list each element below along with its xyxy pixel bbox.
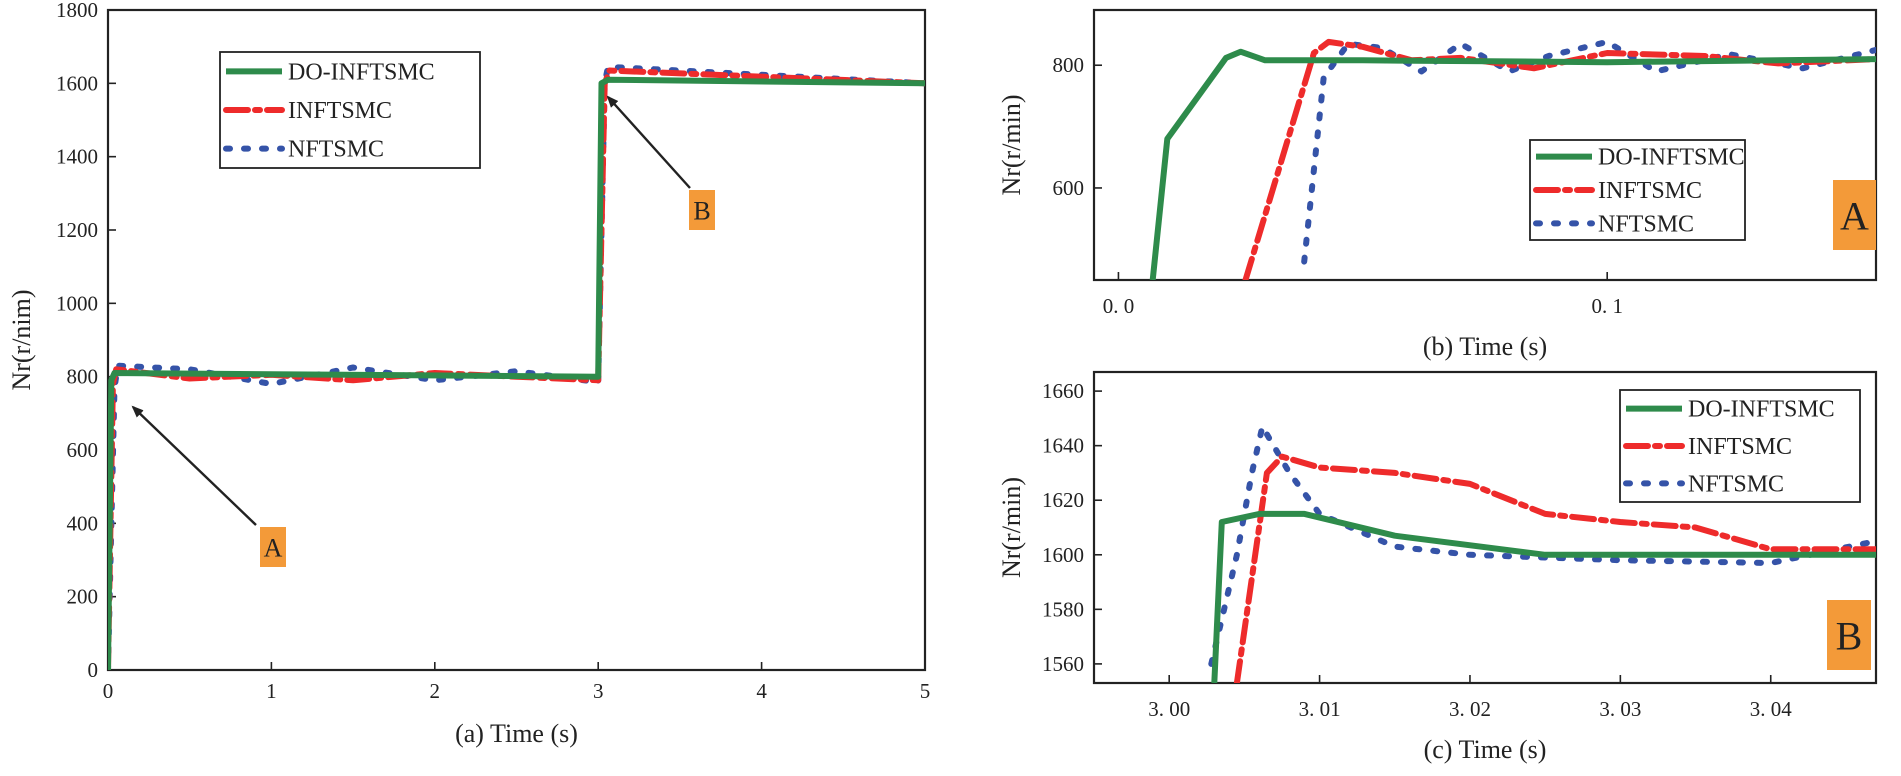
annotation-arrow: [606, 95, 691, 189]
series-line-do-inftsmc: [1211, 510, 1876, 683]
y-tick-label: 200: [67, 585, 99, 609]
x-axis-label: (b) Time (s): [1423, 332, 1547, 361]
y-tick-label: 800: [1053, 53, 1085, 77]
legend-label: DO-INFTSMC: [288, 59, 435, 85]
x-tick-label: 0. 0: [1103, 294, 1135, 318]
legend-label: NFTSMC: [288, 137, 384, 163]
y-tick-label: 1000: [56, 291, 98, 315]
legend-label: DO-INFTSMC: [1688, 397, 1835, 423]
y-tick-label: 1400: [56, 145, 98, 169]
x-tick-label: 0. 1: [1591, 294, 1623, 318]
chart-c: 1560 1580 1600 1620 1640 1660 3. 00 3. 01 3. 02 3…: [997, 370, 1878, 764]
y-tick-label: 1660: [1042, 379, 1084, 403]
legend-label: DO-INFTSMC: [1598, 145, 1745, 171]
y-tick-label: 1620: [1042, 488, 1084, 512]
x-tick-label: 2: [430, 679, 441, 703]
y-tick-label: 1560: [1042, 652, 1084, 676]
annotation-label: B: [1836, 613, 1863, 658]
x-tick-label: 3. 02: [1449, 697, 1491, 721]
x-tick-label: 3. 03: [1599, 697, 1641, 721]
legend-label: NFTSMC: [1598, 211, 1694, 237]
y-axis-label: Nr(r/min): [997, 477, 1026, 578]
annotation-box: [1827, 600, 1871, 670]
annotation-label: B: [693, 196, 710, 225]
series-line-nftsmc: [1208, 423, 1876, 667]
y-axis-label: Nr(r/min): [997, 94, 1026, 195]
x-axis-label: (c) Time (s): [1424, 735, 1547, 764]
y-axis-label: Nr(r/nim): [7, 289, 36, 390]
annotation-box: [260, 527, 286, 567]
annotation-label: A: [264, 533, 283, 562]
series-line-do-inftsmc: [108, 76, 925, 670]
plot-frame: [1092, 370, 1878, 685]
y-tick-label: 1200: [56, 218, 98, 242]
y-tick-label: 600: [1053, 176, 1085, 200]
y-tick-label: 1580: [1042, 597, 1084, 621]
y-tick-label: 800: [67, 365, 99, 389]
annotation-box: [1833, 180, 1876, 250]
y-tick-label: 1600: [1042, 543, 1084, 567]
x-tick-label: 4: [756, 679, 767, 703]
series-line-inftsmc: [1233, 453, 1876, 683]
annotation-arrow: [131, 405, 257, 526]
legend-label: INFTSMC: [1598, 178, 1702, 204]
x-tick-label: 3. 01: [1299, 697, 1341, 721]
y-tick-label: 1800: [56, 0, 98, 22]
y-tick-label: 400: [67, 511, 99, 535]
x-tick-label: 3. 04: [1750, 697, 1793, 721]
legend-label: INFTSMC: [1688, 434, 1792, 460]
annotation-label: A: [1840, 193, 1869, 238]
plot-frame: [106, 8, 927, 672]
y-tick-label: 1640: [1042, 434, 1084, 458]
y-tick-label: 1600: [56, 71, 98, 95]
chart-a: 0 200 400 600 800 1000 1200 1400 1600 1800 0 1 2 3 4 5 (…: [7, 0, 930, 748]
x-axis-label: (a) Time (s): [455, 719, 578, 748]
y-tick-label: 0: [88, 658, 99, 682]
legend-label: INFTSMC: [288, 98, 392, 124]
x-tick-label: 1: [266, 679, 277, 703]
chart-b: 600 800 0. 0 0. 1 (b) Time (s) Nr(r/min) DO-IN…: [997, 8, 1878, 361]
x-tick-label: 0: [103, 679, 114, 703]
series-line-nftsmc: [1301, 38, 1876, 265]
x-tick-label: 3: [593, 679, 604, 703]
y-tick-label: 600: [67, 438, 99, 462]
x-tick-label: 3. 00: [1148, 697, 1190, 721]
plot-frame: [1092, 8, 1878, 282]
annotation-box: [689, 190, 715, 230]
series-line-do-inftsmc: [1149, 48, 1876, 280]
x-tick-label: 5: [920, 679, 931, 703]
legend-label: NFTSMC: [1688, 471, 1784, 497]
